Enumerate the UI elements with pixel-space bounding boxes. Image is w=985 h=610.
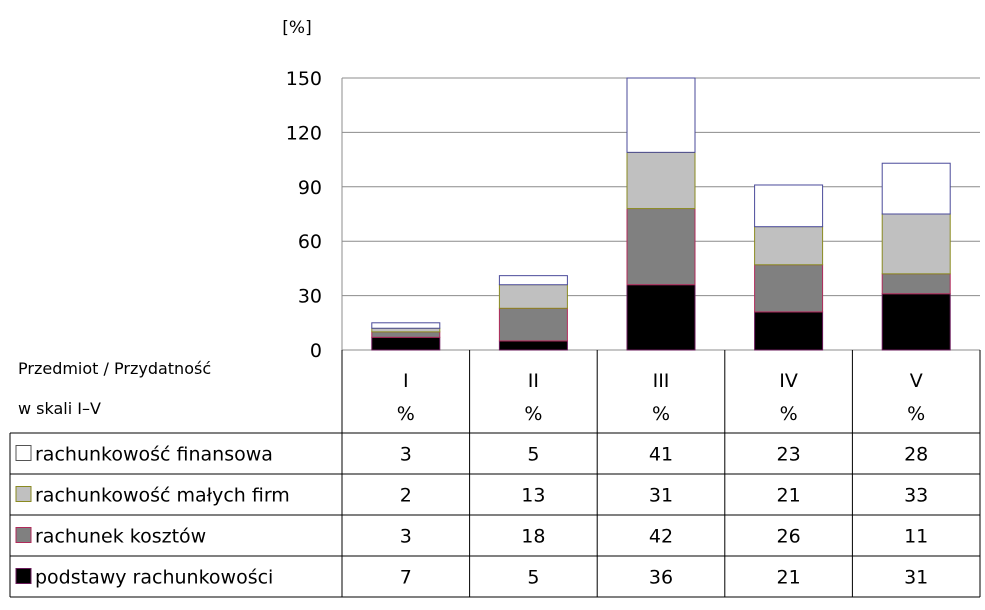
unit-label: %	[524, 403, 542, 425]
bar-segment	[626, 284, 696, 351]
bar-segment	[371, 327, 441, 333]
table-cell-value: 5	[527, 444, 539, 466]
legend-swatch	[15, 486, 32, 502]
bar-segment	[881, 293, 951, 351]
y-tick-label: 150	[286, 68, 322, 90]
bar-segment	[626, 151, 696, 210]
row-label: podstawy rachunkowości	[35, 567, 273, 589]
table-cell-value: 21	[777, 567, 801, 589]
legend-swatch	[15, 568, 32, 584]
category-label: IV	[779, 370, 798, 392]
bar-segment	[371, 336, 441, 351]
category-label: V	[910, 370, 923, 392]
data-table: Przedmiot / Przydatność w skali I–V I% II% I…	[9, 350, 981, 598]
bar-segment	[626, 208, 696, 286]
table-cell-value: 42	[649, 526, 673, 548]
legend-swatch	[15, 445, 32, 461]
bar-segment	[498, 284, 568, 309]
category-label: I	[403, 370, 409, 392]
table-cell-value: 21	[777, 485, 801, 507]
bar-segment	[754, 226, 824, 266]
bar-segment	[881, 273, 951, 295]
table-cell-value: 5	[527, 567, 539, 589]
table-cell-value: 11	[904, 526, 928, 548]
y-axis: 0 30 60 90 120 150 [%]	[282, 18, 343, 362]
table-cell-value: 7	[400, 567, 412, 589]
bars	[371, 77, 951, 351]
table-cell-value: 18	[521, 526, 545, 548]
bar-segment	[371, 331, 441, 338]
y-tick-label: 0	[310, 340, 322, 362]
bar-segment	[498, 275, 568, 286]
table-cell-value: 31	[649, 485, 673, 507]
unit-label: %	[652, 403, 670, 425]
y-tick-label: 90	[298, 177, 322, 199]
bar-segment	[498, 340, 568, 351]
y-tick-label: 60	[298, 231, 322, 253]
bar-segment	[626, 77, 696, 153]
legend-swatch	[15, 527, 32, 543]
bar-segment	[881, 213, 951, 275]
category-label: III	[653, 370, 670, 392]
table-cell-value: 23	[777, 444, 801, 466]
table-cell-value: 33	[904, 485, 928, 507]
table-cell-value: 2	[400, 485, 412, 507]
table-cell-value: 31	[904, 567, 928, 589]
bar-segment	[754, 184, 824, 228]
table-cell-value: 3	[400, 526, 412, 548]
row-label: rachunkowość małych firm	[35, 485, 290, 507]
table-cell-value: 41	[649, 444, 673, 466]
table-cell-value: 36	[649, 567, 673, 589]
table-cell-value: 3	[400, 444, 412, 466]
y-tick-label: 30	[298, 286, 322, 308]
row-label: rachunkowość finansowa	[35, 444, 273, 466]
bar-segment	[371, 322, 441, 329]
corner-label-line-1: Przedmiot / Przydatność	[18, 359, 211, 378]
unit-label: %	[397, 403, 415, 425]
bar-segment	[881, 162, 951, 215]
row-label: rachunek kosztów	[35, 526, 206, 548]
corner-label-line-2: w skali I–V	[18, 399, 101, 418]
category-label: II	[528, 370, 539, 392]
bar-segment	[754, 264, 824, 313]
y-tick-label: 120	[286, 122, 322, 144]
y-axis-label: [%]	[282, 18, 311, 38]
table-cell-value: 28	[904, 444, 928, 466]
unit-label: %	[780, 403, 798, 425]
table-cell-value: 26	[777, 526, 801, 548]
table-cell-value: 13	[521, 485, 545, 507]
unit-label: %	[907, 403, 925, 425]
bar-segment	[754, 311, 824, 351]
bar-segment	[498, 307, 568, 342]
